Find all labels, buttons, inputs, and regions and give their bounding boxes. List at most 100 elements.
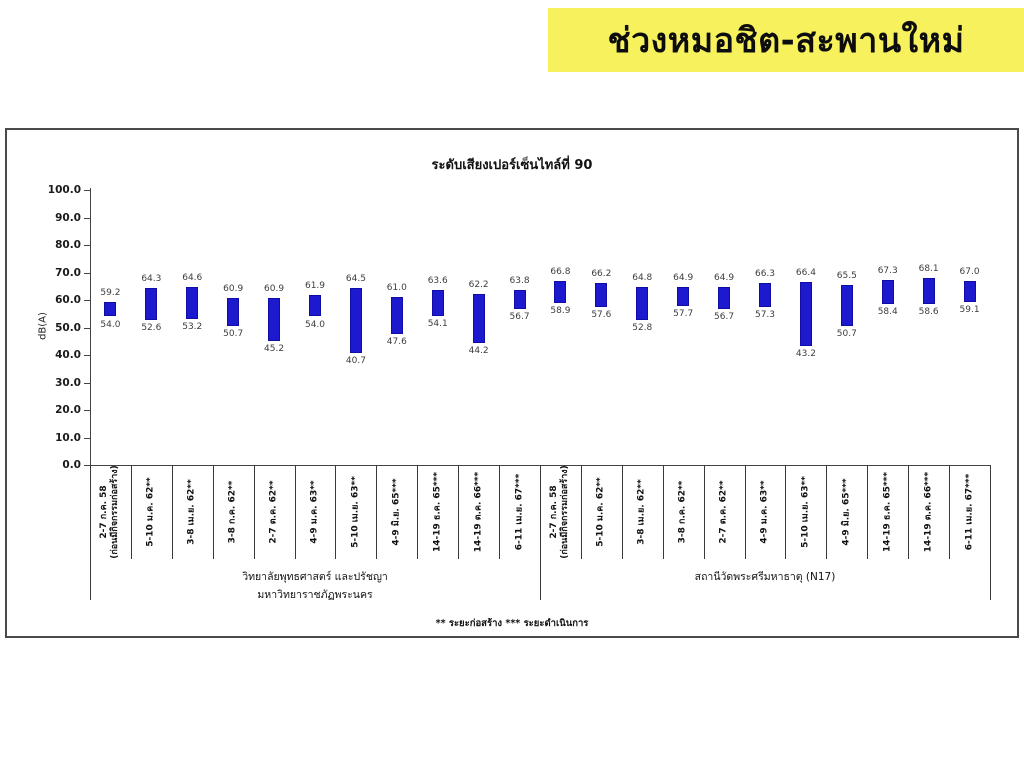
category-label-line: 14-19 ต.ค. 66*** (923, 471, 933, 553)
bar-low-value: 50.7 (836, 328, 857, 339)
bar-low-value: 57.7 (673, 309, 694, 320)
category-separator (621, 465, 623, 559)
bar-high-value: 66.8 (550, 267, 571, 278)
category-separator (580, 465, 582, 559)
y-tick-mark (84, 300, 90, 301)
group-label-1-line-2: มหาวิทยาราชภัฏพระนคร (257, 589, 373, 601)
bar-low-value: 52.6 (141, 323, 162, 334)
category-label-line: 4-9 ม.ค. 63** (759, 480, 770, 544)
bar-low-value: 43.2 (795, 349, 816, 360)
bar-high-value: 63.6 (427, 276, 448, 287)
y-axis-line (90, 188, 91, 465)
category-label: 3-8 ก.ค. 62** (228, 481, 239, 544)
range-bar (840, 284, 853, 326)
category-separator (212, 465, 214, 559)
category-label-line: 14-19 ธ.ค. 65*** (882, 471, 893, 553)
category-separator (949, 465, 951, 559)
group-label-2-line-1: สถานีวัดพระศรีมหาธาตุ (N17) (694, 571, 836, 583)
category-label: 3-8 เม.ย. 62** (637, 479, 648, 545)
category-label: 4-9 มิ.ย. 65*** (841, 478, 852, 545)
range-bar (513, 289, 526, 310)
y-tick-label: 0.0 (62, 459, 81, 471)
y-tick-mark (84, 465, 90, 466)
range-bar (595, 282, 608, 307)
y-tick-label: 20.0 (55, 404, 81, 416)
bar-low-value: 44.2 (468, 346, 489, 357)
bar-high-value: 67.3 (877, 265, 898, 276)
category-label-line: 3-8 เม.ย. 62** (186, 479, 197, 545)
category-label: 2-7 ต.ค. 62** (718, 480, 729, 543)
y-tick-label: 60.0 (55, 294, 81, 306)
category-separator (294, 465, 296, 559)
y-tick-mark (84, 355, 90, 356)
y-tick-mark (84, 327, 90, 329)
category-label: 5-10 ม.ค. 62** (146, 477, 157, 547)
range-bar (759, 282, 771, 308)
range-bar (963, 280, 976, 303)
bar-low-value: 54.0 (304, 319, 326, 330)
y-tick-mark (84, 437, 90, 439)
slide-title-text: ช่วงหมอชิต-สะพานใหม่ (607, 21, 965, 61)
category-label-line: 3-8 ก.ค. 62** (227, 480, 238, 544)
bar-high-value: 64.8 (632, 272, 653, 283)
category-label-line: 4-9 มิ.ย. 65*** (841, 478, 852, 546)
range-bar (186, 287, 199, 319)
category-separator (703, 465, 705, 559)
y-tick-label: 80.0 (55, 239, 81, 251)
category-label-line: (ก่อนมีกิจกรรมก่อสร้าง) (560, 465, 571, 559)
bar-low-value: 58.9 (550, 306, 571, 317)
y-tick-mark (84, 382, 90, 384)
group-label-1-line-1: วิทยาลัยพุทธศาสตร์ และปรัชญา (242, 571, 388, 583)
category-label-line: 5-10 ม.ค. 62** (145, 477, 156, 547)
y-tick-label: 30.0 (55, 376, 81, 389)
category-separator (130, 465, 132, 559)
category-label-line: 5-10 เม.ย. 63** (350, 476, 361, 548)
bar-low-value: 56.7 (714, 312, 735, 323)
category-separator (458, 465, 460, 559)
range-bar (718, 286, 731, 310)
range-bar (349, 287, 362, 354)
y-tick-mark (84, 272, 90, 274)
noise-level-chart: ระดับเสียงเปอร์เซ็นไทล์ที่ 90 dB(A) 0.0 1… (5, 128, 1019, 638)
category-separator (171, 465, 173, 559)
bar-high-value: 67.0 (959, 266, 980, 277)
range-bar (431, 290, 444, 317)
group-separator (990, 465, 991, 600)
bar-high-value: 60.9 (223, 283, 244, 294)
bar-low-value: 56.7 (509, 312, 530, 323)
bar-high-value: 59.2 (100, 288, 121, 299)
category-label-line: (ก่อนมีกิจกรรมก่อสร้าง) (110, 465, 121, 559)
category-label-line: 3-8 ก.ค. 62** (677, 480, 688, 544)
category-separator (867, 465, 869, 559)
category-label-line: 5-10 เม.ย. 63** (800, 476, 811, 548)
range-bar (227, 297, 240, 326)
bar-high-value: 61.0 (386, 283, 407, 294)
slide-title-banner: ช่วงหมอชิต-สะพานใหม่ (548, 8, 1024, 72)
category-label: 14-19 ต.ค. 66*** (473, 472, 484, 552)
group-separator (540, 465, 541, 600)
category-label: 5-10 ม.ค. 62** (596, 477, 607, 547)
category-label-line: 6-11 เม.ย. 67*** (513, 473, 524, 551)
group-separator (90, 465, 91, 600)
y-tick-mark (84, 217, 90, 219)
range-bar (799, 282, 812, 347)
category-label-line: 2-7 ต.ค. 62** (718, 480, 729, 544)
bar-high-value: 66.2 (591, 268, 612, 279)
y-tick-label: 100.0 (47, 184, 81, 196)
range-bar (268, 297, 281, 341)
category-separator (908, 465, 910, 559)
bar-low-value: 45.2 (264, 343, 285, 354)
bar-high-value: 66.4 (795, 268, 816, 279)
category-label: 14-19 ต.ค. 66*** (923, 472, 934, 552)
bar-low-value: 54.1 (427, 319, 448, 330)
bar-low-value: 57.3 (754, 310, 776, 321)
bar-high-value: 68.1 (918, 263, 939, 274)
category-separator (662, 465, 664, 559)
category-label: 5-10 เม.ย. 63** (350, 476, 361, 548)
y-tick-label: 70.0 (55, 266, 81, 279)
bar-high-value: 64.9 (714, 272, 735, 283)
category-separator (499, 465, 501, 559)
category-label-line: 4-9 มิ.ย. 65*** (391, 478, 402, 546)
bar-low-value: 52.8 (632, 322, 653, 333)
